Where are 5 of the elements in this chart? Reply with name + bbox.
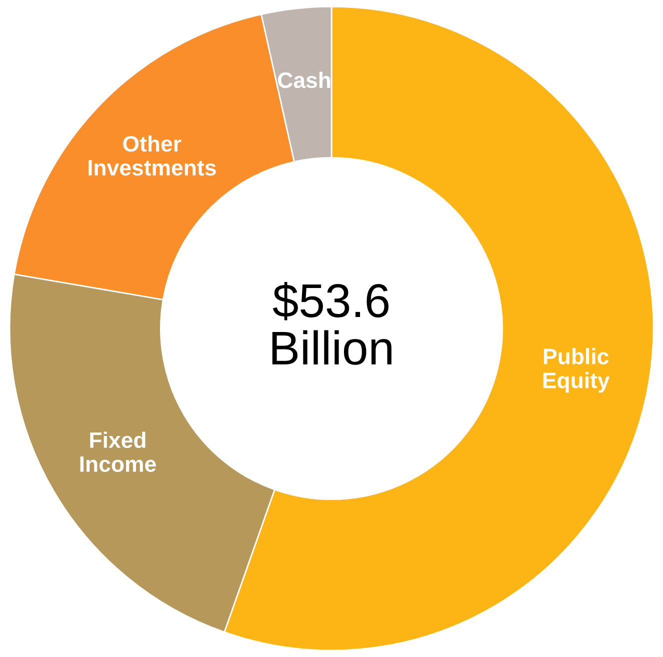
slice-label: Other Investments bbox=[88, 135, 216, 176]
text: $53.6 Billion bbox=[272, 282, 392, 365]
slice-label: Cash bbox=[278, 72, 330, 88]
slice-label: Fixed Income bbox=[80, 432, 156, 472]
slice-label: Public Equity bbox=[543, 348, 610, 393]
